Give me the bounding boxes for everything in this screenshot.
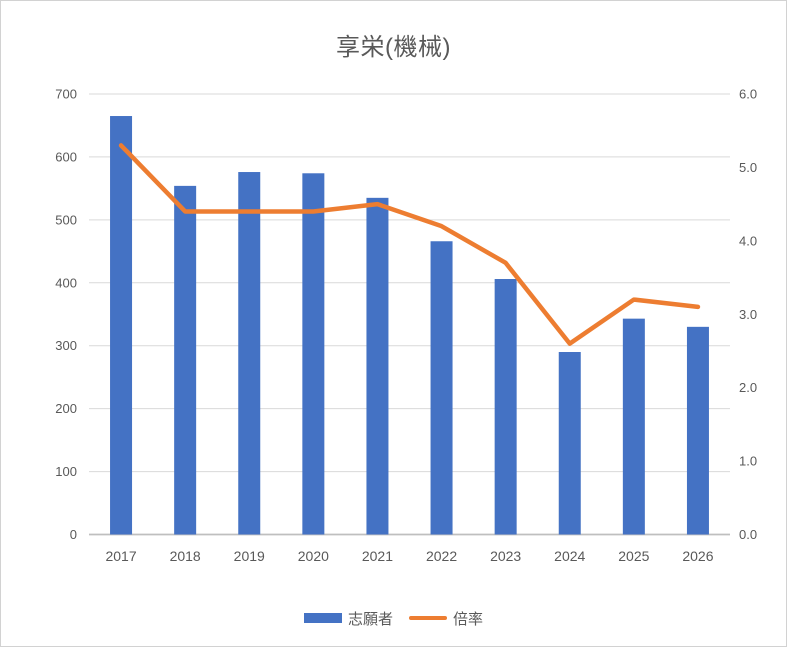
bar-2026 (686, 326, 709, 535)
right-axis-tick-label: 3.0 (739, 307, 757, 322)
x-axis-tick-label: 2021 (362, 548, 393, 564)
left-axis-tick-label: 200 (55, 401, 77, 416)
right-axis-tick-label: 5.0 (739, 160, 757, 175)
left-axis-tick-label: 500 (55, 212, 77, 227)
left-axis-tick-label: 100 (55, 464, 77, 479)
bar-2020 (302, 173, 325, 535)
legend-swatch-bar (303, 613, 342, 623)
x-axis-tick-label: 2019 (234, 548, 265, 564)
x-axis-tick-label: 2023 (490, 548, 521, 564)
bar-2017 (110, 116, 133, 535)
bar-2019 (238, 172, 261, 535)
right-axis-tick-label: 1.0 (739, 454, 757, 469)
bar-2023 (494, 279, 517, 535)
bar-2022 (430, 241, 453, 535)
rate-line (118, 143, 701, 346)
x-axis-tick-label: 2018 (170, 548, 201, 564)
legend-label: 志願者 (347, 610, 393, 628)
x-axis-tick-label: 2025 (618, 548, 649, 564)
chart-title: 享栄(機械) (336, 34, 451, 61)
bar-2018 (174, 185, 197, 535)
legend-swatch-line (409, 615, 447, 621)
right-axis-tick-label: 2.0 (739, 380, 757, 395)
x-axis-tick-label: 2026 (682, 548, 713, 564)
bar-2021 (366, 197, 389, 535)
x-axis-tick-label: 2022 (426, 548, 457, 564)
bar-2025 (622, 318, 645, 535)
left-axis-tick-label: 0 (70, 527, 77, 542)
bar-2024 (558, 352, 581, 535)
right-axis-tick-label: 6.0 (739, 87, 757, 102)
chart-legend: 志願者 倍率 (1, 605, 786, 631)
legend-label: 倍率 (453, 610, 484, 628)
left-axis-tick-label: 400 (55, 275, 77, 290)
x-axis-tick-label: 2020 (298, 548, 329, 564)
left-axis-tick-label: 700 (55, 87, 77, 102)
legend-item-applicants: 志願者 (303, 608, 393, 629)
legend-item-ratio: 倍率 (409, 608, 483, 629)
x-axis-tick-label: 2017 (105, 548, 136, 564)
right-axis-tick-label: 4.0 (739, 233, 757, 248)
left-axis-tick-label: 600 (55, 149, 77, 164)
x-axis-tick-label: 2024 (554, 548, 585, 564)
left-axis-tick-label: 300 (55, 338, 77, 353)
right-axis-tick-label: 0.0 (739, 527, 757, 542)
